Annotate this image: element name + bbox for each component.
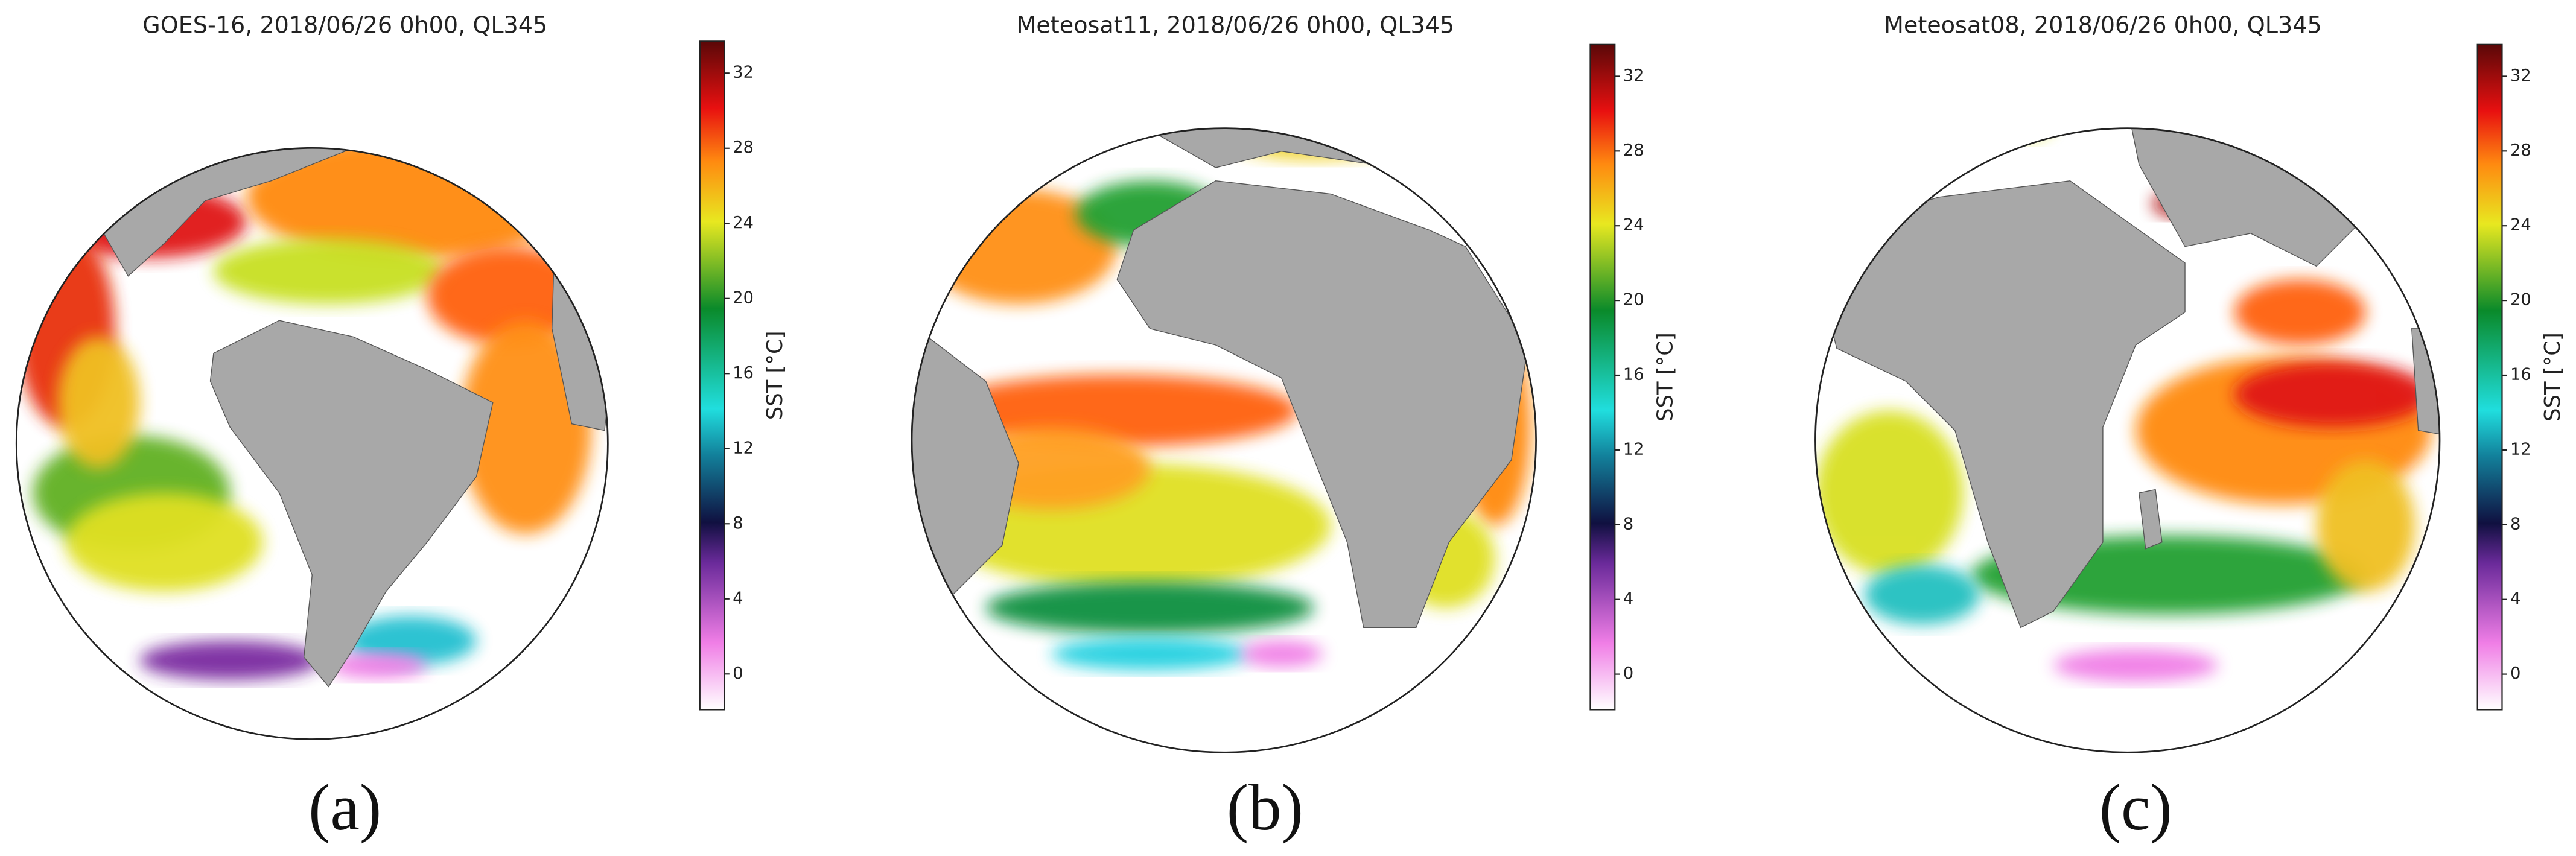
colorbar-tick-label: 24 [2510, 216, 2531, 235]
sst-patch [1240, 641, 1323, 667]
colorbar-tick-label: 0 [2510, 664, 2520, 683]
sst-patch [1051, 637, 1249, 671]
sst-patch [139, 641, 320, 680]
globe-outline [911, 127, 1537, 753]
colorbar [1589, 43, 1616, 711]
sst-patch [57, 337, 140, 469]
colorbar-tick-label: 4 [1623, 589, 1633, 608]
sst-patch [1954, 128, 2054, 140]
sst-patch [1865, 565, 1980, 624]
panel-label: (b) [1227, 771, 1303, 844]
colorbar-tick-label: 16 [1623, 366, 1644, 384]
colorbar-tick-label: 0 [1623, 664, 1633, 683]
globe-outline [1814, 127, 2441, 753]
colorbar-tick-label: 16 [733, 364, 754, 382]
colorbar-tick-label: 24 [733, 214, 754, 232]
sst-patch [2316, 460, 2415, 592]
land [209, 320, 494, 688]
sst-patch [2053, 648, 2218, 682]
land [2139, 489, 2163, 550]
colorbar-tick-label: 4 [733, 589, 743, 607]
colorbar-tick-label: 32 [1623, 66, 1644, 85]
colorbar-tick-label: 20 [2510, 291, 2531, 309]
colorbar-tick-label: 12 [733, 439, 754, 457]
colorbar-tick-label: 32 [2510, 66, 2531, 85]
sst-patch [1815, 410, 1964, 575]
land [475, 148, 608, 198]
colorbar-tick-label: 32 [733, 63, 754, 82]
sst-patch [427, 246, 592, 346]
panel-label: (a) [308, 771, 381, 844]
land [1819, 180, 2186, 629]
land [65, 148, 420, 277]
colorbar [2476, 43, 2503, 711]
colorbar-tick-label: 20 [1623, 291, 1644, 309]
colorbar-tick-label: 28 [733, 138, 754, 157]
colorbar-label: SST [°C] [763, 331, 787, 420]
colorbar-tick-label: 8 [2510, 515, 2520, 533]
panel-label: (c) [2099, 771, 2172, 844]
colorbar-tick-label: 12 [1623, 440, 1644, 458]
colorbar-tick-label: 8 [733, 514, 743, 533]
colorbar-tick-label: 28 [2510, 141, 2531, 160]
land [1116, 180, 1528, 628]
globe-outline [15, 147, 609, 740]
panel-title: Meteosat11, 2018/06/26 0h00, QL345 [1016, 12, 1454, 39]
panel-title: GOES-16, 2018/06/26 0h00, QL345 [142, 12, 547, 39]
colorbar-label: SST [°C] [2540, 332, 2565, 422]
globe [1815, 128, 2440, 753]
colorbar-tick-label: 28 [1623, 141, 1644, 160]
sst-patch [2234, 279, 2366, 346]
sst-patch [2234, 361, 2432, 428]
colorbar-tick-label: 0 [733, 664, 743, 683]
sst-patch [65, 493, 263, 592]
colorbar-label: SST [°C] [1653, 332, 1678, 422]
colorbar [699, 40, 725, 711]
colorbar-tick-label: 16 [2510, 366, 2531, 384]
colorbar-tick-label: 8 [1623, 515, 1633, 533]
colorbar-tick-label: 4 [2510, 589, 2520, 608]
colorbar-tick-label: 20 [733, 288, 754, 307]
panel-title: Meteosat08, 2018/06/26 0h00, QL345 [1884, 12, 2322, 39]
sst-patch [328, 652, 427, 679]
sst-patch [213, 238, 444, 304]
sst-patch [460, 320, 592, 534]
sst-patch [985, 582, 1315, 635]
colorbar-tick-label: 24 [1623, 216, 1644, 235]
globe [912, 128, 1536, 753]
globe [16, 148, 608, 740]
colorbar-tick-label: 12 [2510, 440, 2531, 458]
